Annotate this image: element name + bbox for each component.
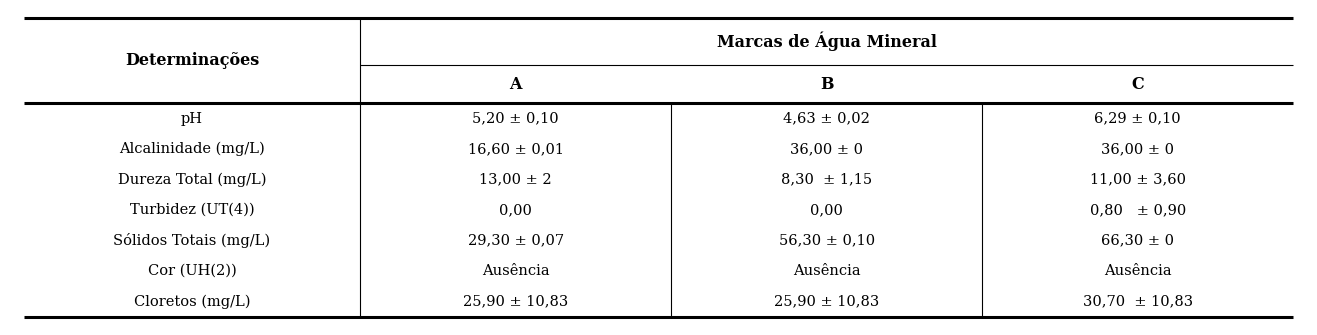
Text: 11,00 ± 3,60: 11,00 ± 3,60: [1089, 173, 1185, 187]
Text: pH: pH: [180, 112, 203, 126]
Text: 56,30 ± 0,10: 56,30 ± 0,10: [778, 233, 874, 248]
Text: 25,90 ± 10,83: 25,90 ± 10,83: [774, 294, 880, 308]
Text: 36,00 ± 0: 36,00 ± 0: [1101, 142, 1175, 156]
Text: 16,60 ± 0,01: 16,60 ± 0,01: [468, 142, 564, 156]
Text: Ausência: Ausência: [1104, 264, 1172, 278]
Text: 25,90 ± 10,83: 25,90 ± 10,83: [464, 294, 569, 308]
Text: 0,00: 0,00: [810, 203, 843, 217]
Text: Determinações: Determinações: [125, 52, 259, 69]
Text: C: C: [1131, 75, 1144, 92]
Text: 30,70  ± 10,83: 30,70 ± 10,83: [1083, 294, 1193, 308]
Text: 66,30 ± 0: 66,30 ± 0: [1101, 233, 1175, 248]
Text: Ausência: Ausência: [482, 264, 549, 278]
Text: 36,00 ± 0: 36,00 ± 0: [790, 142, 863, 156]
Text: 5,20 ± 0,10: 5,20 ± 0,10: [473, 112, 558, 126]
Text: Ausência: Ausência: [793, 264, 860, 278]
Text: B: B: [820, 75, 834, 92]
Text: Turbidez (UT(4)): Turbidez (UT(4)): [129, 203, 254, 217]
Text: 13,00 ± 2: 13,00 ± 2: [479, 173, 552, 187]
Text: 0,80   ± 0,90: 0,80 ± 0,90: [1089, 203, 1185, 217]
Text: 6,29 ± 0,10: 6,29 ± 0,10: [1094, 112, 1181, 126]
Text: Dureza Total (mg/L): Dureza Total (mg/L): [117, 172, 266, 187]
Text: Sólidos Totais (mg/L): Sólidos Totais (mg/L): [113, 233, 270, 248]
Text: 29,30 ± 0,07: 29,30 ± 0,07: [468, 233, 564, 248]
Text: Cloretos (mg/L): Cloretos (mg/L): [134, 294, 250, 309]
Text: 8,30  ± 1,15: 8,30 ± 1,15: [781, 173, 872, 187]
Text: Marcas de Água Mineral: Marcas de Água Mineral: [716, 32, 936, 51]
Text: 4,63 ± 0,02: 4,63 ± 0,02: [784, 112, 871, 126]
Text: 0,00: 0,00: [499, 203, 532, 217]
Text: Alcalinidade (mg/L): Alcalinidade (mg/L): [119, 142, 265, 156]
Text: A: A: [510, 75, 522, 92]
Text: Cor (UH(2)): Cor (UH(2)): [148, 264, 236, 278]
